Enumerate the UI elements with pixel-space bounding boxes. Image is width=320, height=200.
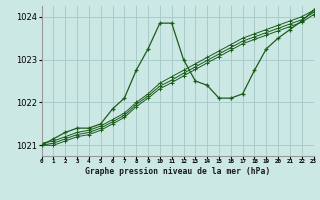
X-axis label: Graphe pression niveau de la mer (hPa): Graphe pression niveau de la mer (hPa) (85, 167, 270, 176)
